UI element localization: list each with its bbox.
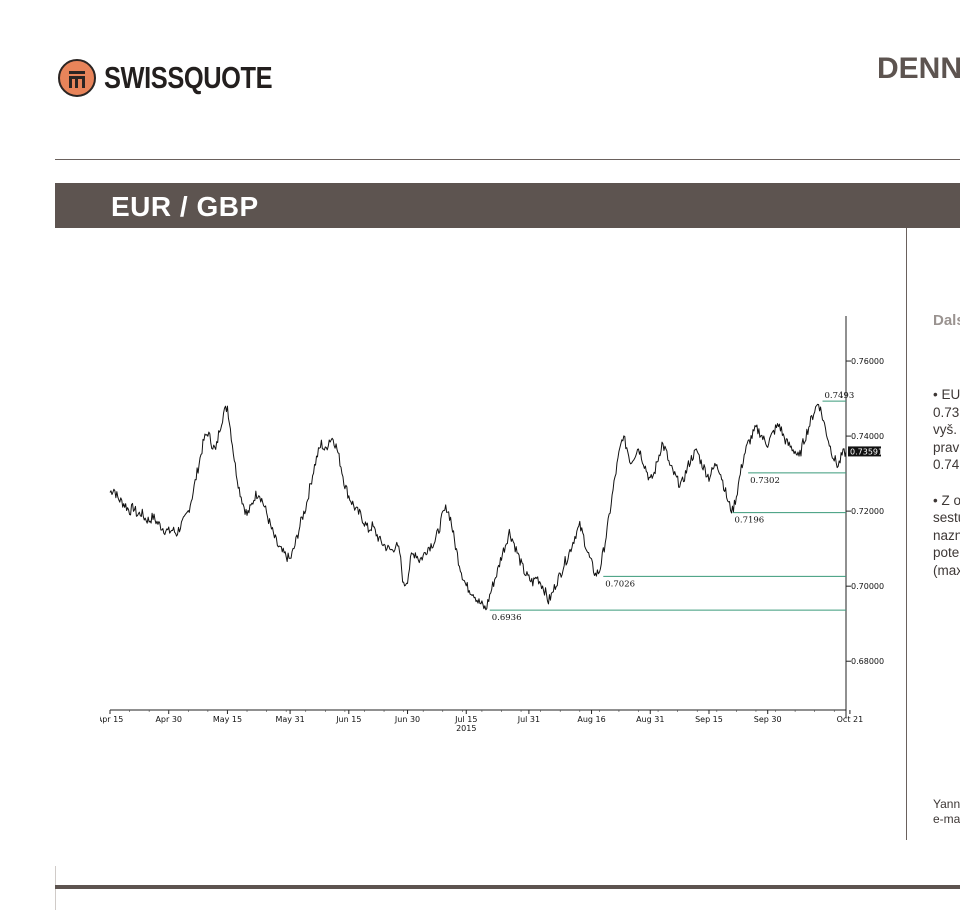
text-line: 0.73 <box>933 404 960 420</box>
current-price-label: 0.73591 <box>850 447 883 456</box>
sidebar-text: • EU 0.73 vyš. prav 0.74 • Z o sestu naz… <box>933 386 960 597</box>
x-tick-label: Apr 30 <box>155 715 182 724</box>
x-tick-label: May 15 <box>213 715 242 724</box>
text-line: • Z o <box>933 492 960 508</box>
section-banner: EUR / GBP <box>55 183 960 228</box>
text-line: • EU <box>933 387 960 402</box>
level-label: 0.7196 <box>734 516 764 526</box>
y-tick-label: 0.76000 <box>851 357 884 366</box>
y-tick-label: 0.72000 <box>851 507 884 516</box>
y-tick-label: 0.74000 <box>851 432 884 441</box>
x-tick-label: May 31 <box>275 715 304 724</box>
text-line: prav <box>933 439 960 455</box>
level-label: 0.7302 <box>750 476 780 486</box>
y-tick-label: 0.70000 <box>851 582 884 591</box>
brand-name: SWISSQUOTE <box>104 60 273 95</box>
x-tick-label: Apr 15 <box>100 715 123 724</box>
text-line: nazn <box>933 527 960 543</box>
y-tick-label: 0.68000 <box>851 657 884 666</box>
swissquote-logo: SWISSQUOTE <box>58 58 309 98</box>
analysis-paragraph-2: • Z o sestu nazn pote (max <box>933 492 960 580</box>
column-divider <box>906 228 907 840</box>
year-label: 2015 <box>456 724 476 733</box>
text-line: 0.74 <box>933 457 960 472</box>
x-tick-label: Jun 30 <box>394 715 420 724</box>
level-label: 0.7026 <box>605 579 635 589</box>
footer-divider <box>55 885 960 889</box>
price-series-line <box>109 403 847 611</box>
currency-pair-title: EUR / GBP <box>111 191 259 222</box>
text-line: pote <box>933 545 960 560</box>
text-line: sestu <box>933 510 960 525</box>
report-title: DENN <box>877 52 960 85</box>
level-label: 0.7493 <box>825 391 855 401</box>
x-tick-label: Sep 30 <box>754 715 782 724</box>
x-tick-label: Sep 15 <box>695 715 723 724</box>
x-tick-label: Jun 15 <box>335 715 361 724</box>
swissquote-logo-icon <box>58 59 96 97</box>
x-tick-label: Jul 31 <box>517 715 540 724</box>
author-email: e-ma <box>933 812 960 826</box>
eurgbp-price-chart: 0.68000 0.70000 0.72000 0.74000 0.76000 Apr 1… <box>100 316 884 733</box>
sidebar-heading: Dals <box>933 312 960 329</box>
text-line: (max <box>933 562 960 578</box>
current-price-tag <box>848 446 881 457</box>
x-tick-label: Aug 31 <box>636 715 664 724</box>
text-line: vyš. <box>933 422 958 437</box>
level-label: 0.6936 <box>492 613 522 623</box>
x-tick-label: Aug 16 <box>577 715 605 724</box>
author-info: Yann e-ma <box>933 797 960 827</box>
header-divider <box>55 159 960 160</box>
x-tick-label: Oct 21 <box>837 715 864 724</box>
author-name: Yann <box>933 797 960 811</box>
analysis-paragraph-1: • EU 0.73 vyš. prav 0.74 <box>933 386 960 474</box>
x-tick-label: Jul 15 <box>454 715 477 724</box>
